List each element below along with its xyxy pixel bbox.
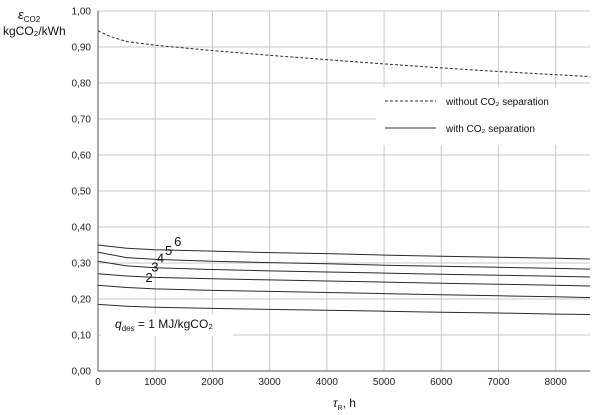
series-line-2	[97, 284, 591, 299]
curve-label-2: 2	[145, 270, 152, 285]
x-tick-label: 8000	[545, 377, 568, 388]
legend-box	[376, 87, 590, 145]
curve-label-4: 4	[157, 250, 164, 265]
y-tick-label: 0,90	[72, 43, 92, 54]
q-des-annotation: qdes = 1 MJ/kgCO₂	[101, 314, 233, 336]
y-tick-label: 0,30	[72, 259, 92, 270]
x-tick-label: 6000	[430, 377, 453, 388]
series-line-without-separation	[97, 30, 591, 77]
y-tick-label: 1,00	[72, 7, 92, 18]
x-axis-title: τR, h	[333, 396, 356, 412]
y-tick-label: 0,00	[72, 367, 92, 378]
tick-layer: 0,00 0,10 0,20 0,30 0,40 0,50 0,60 0,70 0,80 0,90…	[72, 7, 568, 389]
x-tick-label: 7000	[487, 377, 510, 388]
series-line-1	[97, 303, 591, 315]
x-tick-label: 5000	[373, 377, 396, 388]
x-tick-label: 1000	[144, 377, 167, 388]
curve-label-3: 3	[151, 259, 158, 274]
y-tick-label: 0,40	[72, 223, 92, 234]
curve-layer	[97, 30, 591, 315]
series-line-3	[97, 273, 591, 287]
x-tick-label: 3000	[259, 377, 282, 388]
series-line-4	[97, 260, 591, 278]
series-line-6	[97, 244, 591, 260]
legend: without CO₂ separation with CO₂ separati…	[376, 87, 590, 145]
y-tick-label: 0,80	[72, 79, 92, 90]
y-axis-unit: kgCO₂/kWh	[3, 24, 66, 38]
y-tick-label: 0,60	[72, 151, 92, 162]
legend-label-dashed: without CO₂ separation	[445, 97, 549, 108]
series-line-5	[97, 251, 591, 270]
curve-label-5: 5	[165, 243, 172, 258]
x-tick-label: 2000	[201, 377, 224, 388]
x-tick-label: 4000	[316, 377, 339, 388]
q-des-annotation-text: qdes = 1 MJ/kgCO₂	[115, 317, 213, 333]
legend-label-solid: with CO₂ separation	[445, 124, 535, 135]
grid-layer	[97, 10, 590, 372]
y-tick-label: 0,50	[72, 187, 92, 198]
q-des-annotation-bg	[101, 314, 233, 336]
y-tick-label: 0,20	[72, 295, 92, 306]
y-tick-label: 0,70	[72, 115, 92, 126]
curve-label-6: 6	[174, 234, 181, 249]
curve-label-layer: 234 56	[145, 234, 181, 285]
y-tick-label: 0,10	[72, 331, 92, 342]
x-tick-label: 0	[95, 377, 101, 388]
y-axis-title: εCO2	[18, 7, 41, 24]
